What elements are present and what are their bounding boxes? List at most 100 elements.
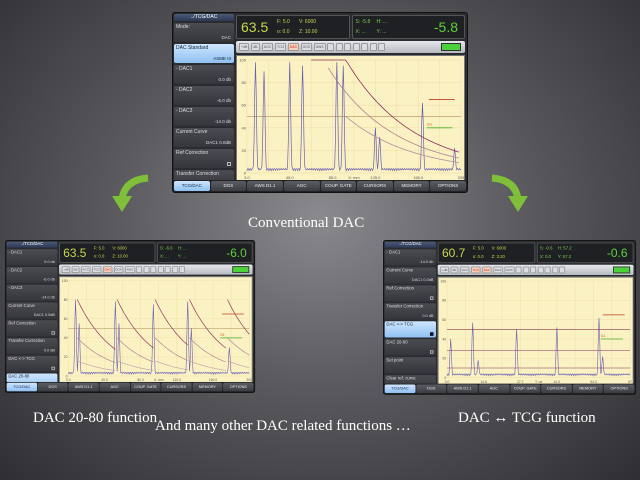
tab-tcgdac[interactable]: TCG/DAC [6,382,37,392]
settings-icon[interactable] [551,266,558,274]
tab-memory[interactable]: MEMORY [192,382,223,392]
settings-icon[interactable] [171,266,178,273]
sidebar-checkbox[interactable] [51,331,55,335]
sidebar-item[interactable]: - DAC3 -14.0 db [174,107,234,126]
percent-icon[interactable] [344,43,352,51]
tab-coupgate[interactable]: COUP. GATE [509,384,541,394]
sidebar-item-label: Current Curve [386,268,414,274]
probe-icon[interactable] [327,43,335,51]
sidebar-item[interactable]: - DAC2 -6.0 db [174,86,234,105]
sidebar-item[interactable]: Current Curve DAC1 0.0dB [174,128,234,147]
toolbar-button-tcg[interactable]: TCG [274,43,287,51]
toolbar-button-db[interactable]: dB- [71,266,80,273]
tab-agc[interactable]: AGC [99,382,130,392]
dac-curve-14db [155,360,188,371]
toolbar-button-aws[interactable]: AWS [504,266,515,274]
percent-icon[interactable] [150,266,157,273]
zoom-icon[interactable] [559,266,566,274]
zoom-icon[interactable] [179,266,186,273]
peak-icon[interactable] [544,266,551,274]
tab-awsd11[interactable]: AWS D1.1 [68,382,99,392]
toolbar-button-dgs[interactable]: DGS [113,266,124,273]
sidebar-item[interactable]: DAC Standard ASME III [174,44,234,63]
percent-icon[interactable] [530,266,537,274]
one-icon[interactable] [335,43,343,51]
sidebar-item[interactable]: DAC 20-80 [384,339,437,356]
toolbar-button-agc[interactable]: AGC [261,43,274,51]
sidebar-item[interactable]: DAC <-> TCG [6,355,58,372]
sidebar-item[interactable]: Ref Correction [384,285,437,302]
sidebar-checkbox[interactable] [430,332,434,336]
toolbar-button-db[interactable]: +dB [440,266,450,274]
toolbar-button-dgs[interactable]: DGS [493,266,503,274]
tab-agc[interactable]: AGC [283,181,320,191]
toolbar-button-dac[interactable]: DAC [287,43,300,51]
tab-coupgate[interactable]: COUP. GATE [130,382,161,392]
toolbar-button-tcg[interactable]: TCG [91,266,102,273]
gate-icon[interactable] [157,266,164,273]
tab-cursors[interactable]: CURSORS [541,384,572,394]
tab-dgs[interactable]: DGS [210,181,247,191]
sidebar-checkbox[interactable] [430,296,434,300]
tab-dgs[interactable]: DGS [416,384,447,394]
gate-icon[interactable] [352,43,360,51]
tab-memory[interactable]: MEMORY [572,384,604,394]
header-x: X: ... [160,254,169,260]
tab-tcgdac[interactable]: TCG/DAC [174,181,210,191]
toolbar-button-db[interactable]: +dB [239,43,250,51]
sidebar-item[interactable]: - DAC1 0.0 db [6,249,58,266]
probe-icon[interactable] [515,266,522,274]
sidebar-item[interactable]: - DAC2 -6.0 db [6,267,58,284]
toolbar-button-agc[interactable]: AGC [459,266,470,274]
probe-icon[interactable] [136,266,142,273]
sidebar-item[interactable]: Current Curve DAC1 0.0dB [6,302,58,319]
settings-icon[interactable] [369,43,377,51]
one-icon[interactable] [143,266,150,273]
tab-awsd11[interactable]: AWS D1.1 [247,181,283,191]
tab-cursors[interactable]: CURSORS [161,382,192,392]
toolbar-button-dac[interactable]: DAC [481,266,492,274]
tab-tcgdac[interactable]: TCG/DAC [384,384,416,394]
sidebar-item[interactable]: Ref Correction [174,149,234,168]
peak-icon[interactable] [164,266,171,273]
sidebar-checkbox[interactable] [430,350,434,354]
tab-options[interactable]: OPTIONS [223,382,254,392]
zoom-icon[interactable] [378,43,386,51]
one-icon[interactable] [522,266,529,274]
echo-trace [246,62,462,172]
tab-bar: TCG/DAC DGS AWS D1.1 AGC COUP. GATE CURSORS ME… [173,180,467,192]
toolbar-button-dac[interactable]: DAC [102,266,113,273]
toolbar-button-tcg[interactable]: TCG [470,266,481,274]
sidebar-item[interactable]: Set point [384,357,437,374]
sidebar-item[interactable]: DAC <-> TCG [384,321,437,338]
toolbar-button-dgs[interactable]: DGS [300,43,313,51]
sidebar-item[interactable]: Transfer Correction 0.0 dB [384,303,437,320]
sidebar-item[interactable]: - DAC1 -14.0 db [384,249,437,266]
tab-options[interactable]: OPTIONS [430,181,466,191]
tab-options[interactable]: OPTIONS [603,384,635,394]
peak-icon[interactable] [361,43,369,51]
sidebar-item[interactable]: - DAC1 0.0 db [174,65,234,84]
sidebar-checkbox[interactable] [51,366,55,371]
gate-icon[interactable] [537,266,544,274]
toolbar-button-db[interactable]: dB- [450,266,459,274]
y-tick-label: 80 [442,299,446,303]
sidebar-item[interactable]: Mode: DAC [174,23,234,42]
tab-awsd11[interactable]: AWS D1.1 [447,384,478,394]
toolbar-button-aws[interactable]: AWS [313,43,326,51]
tab-agc[interactable]: AGC [478,384,510,394]
tab-cursors[interactable]: CURSORS [357,181,393,191]
sidebar-item[interactable]: Ref Correction [6,320,58,337]
y-tick-label: 100 [62,279,68,283]
sidebar-item[interactable]: - DAC3 -14.0 db [6,284,58,301]
tab-dgs[interactable]: DGS [37,382,68,392]
sidebar-checkbox[interactable] [227,162,231,166]
toolbar-button-aws[interactable]: AWS [124,266,135,273]
tab-memory[interactable]: MEMORY [393,181,430,191]
toolbar-button-db[interactable]: +dB [61,266,71,273]
toolbar-button-db[interactable]: dB- [250,43,261,51]
sidebar-item[interactable]: Transfer Correction 0.0 dB [6,338,58,355]
sidebar-item[interactable]: Current Curve DAC1 0.0dB [384,267,437,284]
tab-coupgate[interactable]: COUP. GATE [320,181,357,191]
toolbar-button-agc[interactable]: AGC [80,266,91,273]
